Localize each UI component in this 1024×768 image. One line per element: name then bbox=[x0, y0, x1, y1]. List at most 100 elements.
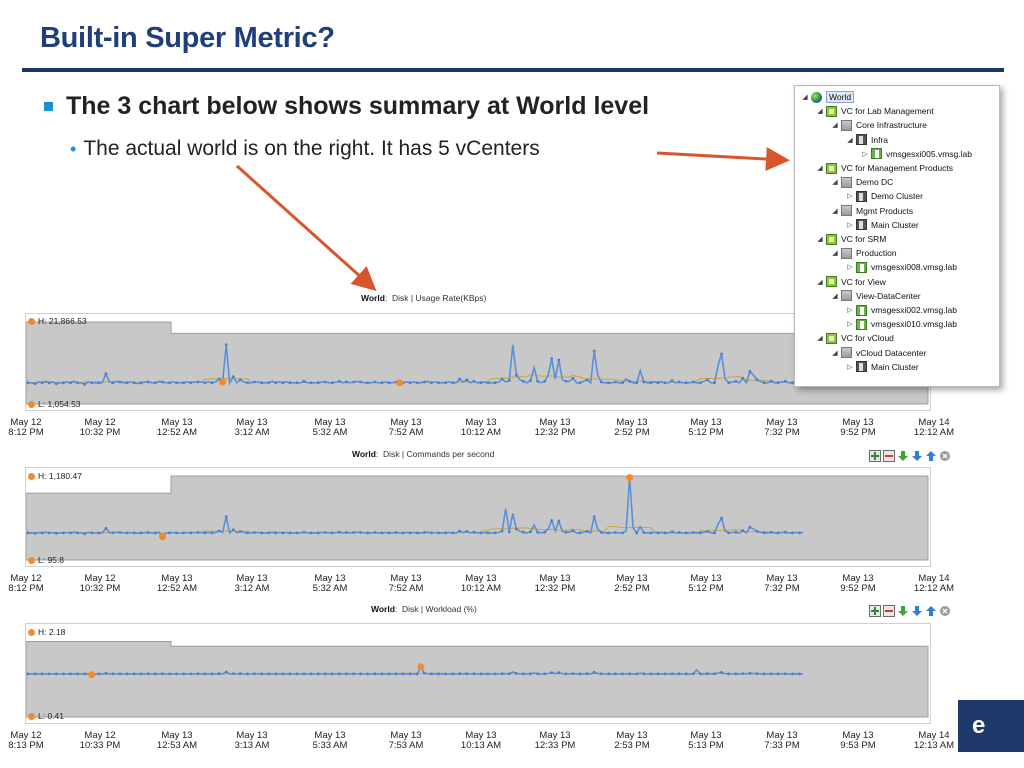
move-up-icon[interactable] bbox=[925, 604, 937, 622]
chart1-plot[interactable] bbox=[25, 313, 931, 411]
tree-item[interactable]: ◢ VC for Management Products bbox=[816, 161, 953, 175]
expand-icon[interactable]: ▷ bbox=[847, 264, 853, 272]
close-icon[interactable] bbox=[939, 604, 951, 622]
tree-item[interactable]: ▷ Demo Cluster bbox=[846, 189, 923, 203]
expand-icon[interactable]: ▷ bbox=[847, 321, 853, 329]
data-point bbox=[727, 381, 731, 385]
data-point bbox=[387, 381, 391, 385]
collapse-icon[interactable]: ◢ bbox=[817, 165, 823, 172]
zoom-in-icon[interactable] bbox=[869, 449, 881, 467]
expand-icon[interactable]: ▷ bbox=[847, 307, 853, 314]
vcenter-icon bbox=[826, 233, 837, 245]
tree-item[interactable]: ◢ vCloud Datacenter bbox=[831, 346, 926, 360]
data-point bbox=[47, 381, 51, 385]
tree-item[interactable]: ◢ VC for SRM bbox=[816, 232, 886, 246]
chart1-metric: Disk | Usage Rate(KBps) bbox=[392, 293, 487, 303]
low-point-marker bbox=[159, 533, 166, 541]
close-icon[interactable] bbox=[939, 449, 951, 467]
move-up-icon[interactable] bbox=[925, 449, 937, 467]
expand-icon[interactable]: ▷ bbox=[862, 150, 868, 158]
tree-item[interactable]: ◢ Mgmt Products bbox=[831, 204, 913, 218]
tree-item[interactable]: ◢ Demo DC bbox=[831, 175, 893, 189]
data-point bbox=[691, 531, 695, 534]
tree-item[interactable]: ▷ Main Cluster bbox=[846, 360, 919, 374]
expand-icon[interactable]: ▷ bbox=[847, 221, 853, 229]
data-point bbox=[111, 531, 115, 535]
data-point bbox=[550, 671, 554, 674]
tree-item[interactable]: ▷ vmsgesxi005.vmsg.lab bbox=[861, 147, 972, 161]
data-point bbox=[373, 380, 377, 384]
tree-item[interactable]: ▷ vmsgesxi002.vmsg.lab bbox=[846, 303, 957, 317]
zoom-in-icon[interactable] bbox=[869, 604, 881, 622]
data-point bbox=[196, 380, 200, 384]
collapse-icon[interactable]: ◢ bbox=[832, 349, 838, 357]
remove-icon[interactable] bbox=[883, 604, 895, 622]
chart3-plot[interactable] bbox=[25, 623, 931, 724]
tree-item[interactable]: ◢ Core Infrastructure bbox=[831, 118, 927, 132]
move-down-blue-icon[interactable] bbox=[911, 449, 923, 467]
collapse-icon[interactable]: ◢ bbox=[817, 335, 823, 343]
data-point bbox=[699, 381, 702, 385]
chart3-toolbar bbox=[869, 604, 951, 622]
remove-icon[interactable] bbox=[883, 449, 895, 467]
tree-item[interactable]: ▷ Main Cluster bbox=[846, 218, 919, 232]
x-tick-label: May 14 12:13 AM bbox=[913, 730, 955, 751]
collapse-icon[interactable]: ◢ bbox=[832, 250, 838, 258]
collapse-icon[interactable]: ◢ bbox=[802, 94, 808, 101]
move-down-blue-icon[interactable] bbox=[911, 604, 923, 622]
vcenter-icon bbox=[826, 276, 837, 288]
data-point bbox=[54, 382, 58, 385]
tree-item[interactable]: ▷ vmsgesxi010.vmsg.lab bbox=[846, 317, 957, 331]
data-point bbox=[161, 380, 164, 384]
data-point bbox=[196, 531, 200, 534]
data-point bbox=[635, 672, 639, 676]
move-down-icon[interactable] bbox=[897, 449, 909, 467]
data-point bbox=[33, 672, 37, 676]
move-down-icon[interactable] bbox=[897, 604, 909, 622]
data-point bbox=[203, 672, 207, 676]
collapse-icon[interactable]: ◢ bbox=[832, 122, 838, 130]
expand-icon[interactable]: ▷ bbox=[847, 193, 853, 201]
expand-icon[interactable]: ▷ bbox=[847, 363, 853, 371]
tree-item[interactable]: ◢ VC for Lab Management bbox=[816, 104, 934, 118]
data-point bbox=[196, 672, 200, 676]
collapse-icon[interactable]: ◢ bbox=[832, 292, 838, 300]
data-point bbox=[486, 381, 490, 385]
collapse-icon[interactable]: ◢ bbox=[817, 236, 823, 243]
tree-item[interactable]: ◢ View-DataCenter bbox=[831, 289, 921, 303]
chart2-low-text: L: 95.8 bbox=[38, 555, 64, 565]
data-point bbox=[677, 380, 681, 384]
collapse-icon[interactable]: ◢ bbox=[847, 136, 853, 144]
data-point bbox=[451, 672, 455, 676]
cluster-icon bbox=[856, 190, 867, 202]
collapse-icon[interactable]: ◢ bbox=[832, 207, 838, 215]
chart2-plot[interactable] bbox=[25, 467, 931, 567]
collapse-icon[interactable]: ◢ bbox=[817, 108, 823, 116]
tree-item[interactable]: ▷ vmsgesxi008.vmsg.lab bbox=[846, 260, 957, 274]
data-point bbox=[175, 672, 179, 676]
tree-item[interactable]: ◢ World bbox=[801, 90, 855, 104]
data-point bbox=[238, 530, 242, 533]
collapse-icon[interactable]: ◢ bbox=[817, 278, 823, 286]
data-point bbox=[592, 515, 596, 518]
tree-item[interactable]: ◢ Infra bbox=[846, 133, 888, 147]
data-point bbox=[40, 381, 44, 385]
x-tick-label: May 13 5:12 PM bbox=[688, 573, 724, 594]
tree-item[interactable]: ◢ VC for vCloud bbox=[816, 331, 894, 345]
data-point bbox=[748, 370, 752, 373]
data-point bbox=[316, 531, 320, 535]
data-point bbox=[267, 531, 270, 535]
x-tick-label: May 13 7:32 PM bbox=[764, 573, 800, 594]
collapse-icon[interactable]: ◢ bbox=[832, 179, 838, 187]
data-point bbox=[458, 529, 462, 533]
data-point bbox=[380, 531, 384, 535]
data-point bbox=[210, 531, 214, 535]
data-point bbox=[323, 380, 327, 384]
data-point bbox=[522, 379, 525, 383]
high-point-marker bbox=[626, 474, 634, 482]
high-point-marker bbox=[417, 663, 425, 671]
tree-item[interactable]: ◢ VC for View bbox=[816, 275, 886, 289]
data-point bbox=[154, 531, 157, 535]
data-point bbox=[111, 381, 115, 385]
tree-item[interactable]: ◢ Production bbox=[831, 246, 897, 260]
